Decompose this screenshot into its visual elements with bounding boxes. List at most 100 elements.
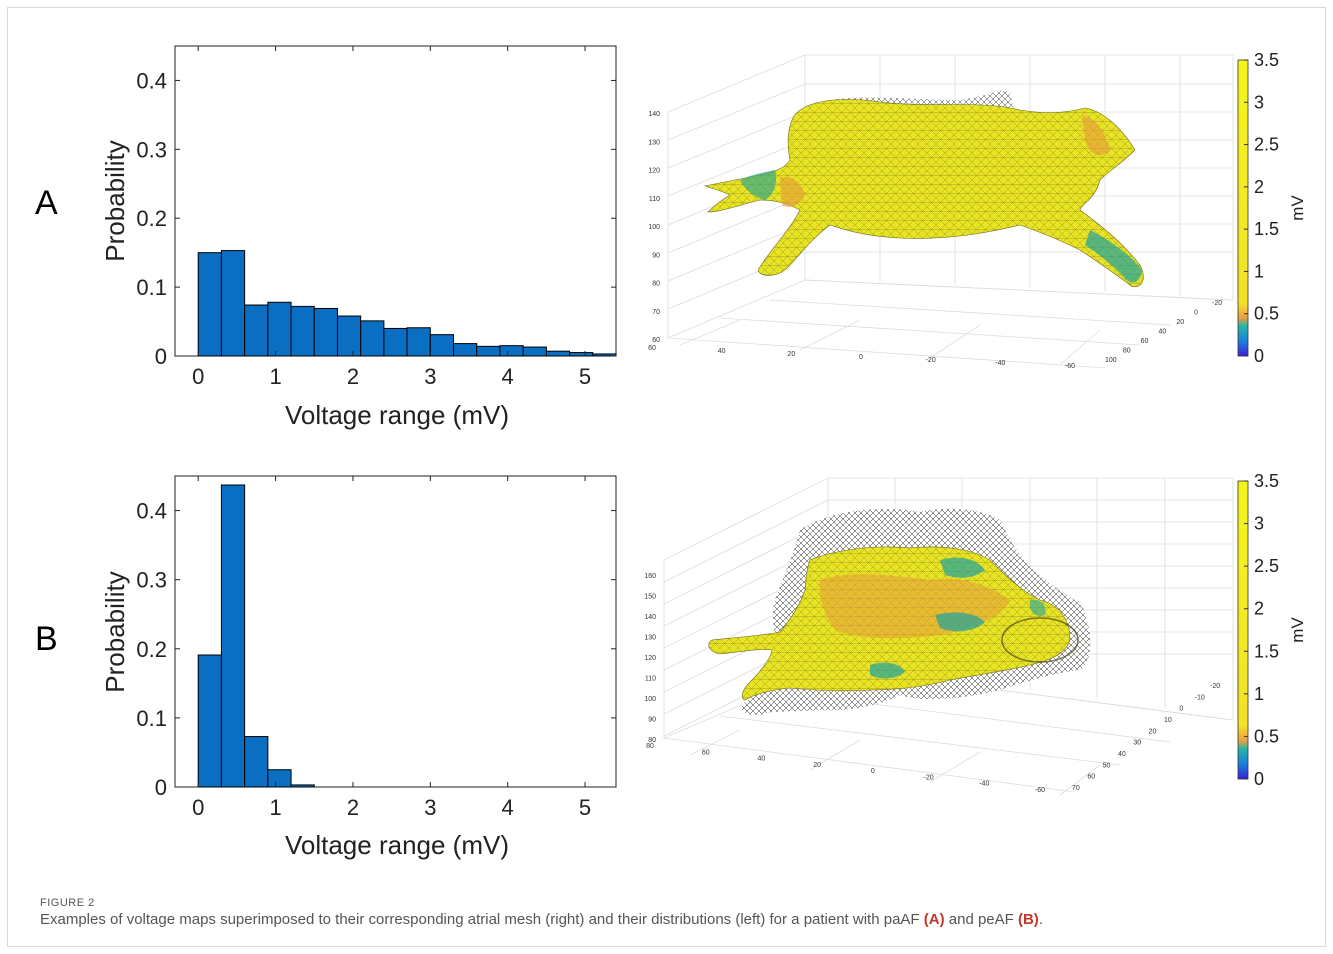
mesh-tick-label: 40 <box>1159 329 1167 336</box>
mesh-tick-label: 0 <box>1194 310 1198 317</box>
histogram-bar <box>244 736 269 788</box>
mesh-tick-label: -10 <box>1195 694 1205 701</box>
y-tick-label: 0.3 <box>136 568 167 593</box>
mesh-a-mid-voltage-region-2 <box>1082 115 1110 156</box>
mesh-tick-label: -20 <box>926 357 936 364</box>
mesh-tick-label: 150 <box>644 594 656 601</box>
figure-label: FIGURE 2 <box>40 897 95 909</box>
histogram-bar <box>383 327 408 357</box>
histogram-bar <box>545 350 571 357</box>
mesh-tick-label: 100 <box>648 224 660 231</box>
mesh-b-vein-ring <box>1001 617 1079 663</box>
mesh-tick-label: 100 <box>644 696 656 703</box>
colorbar-tick-label: 0.5 <box>1254 304 1279 324</box>
x-tick-label: 2 <box>347 364 359 389</box>
mesh-a-mid-voltage-region <box>780 177 805 207</box>
colorbar-a: 0 0.5 1 1.5 2 2.5 3 3.5 mV <box>1237 50 1307 366</box>
mesh-tick-label: 0 <box>871 768 875 775</box>
colorbar-tick-label: 1.5 <box>1254 641 1279 661</box>
colorbar-a-label: mV <box>1288 195 1307 221</box>
mesh-tick-label: 140 <box>644 614 656 621</box>
histogram-bar <box>313 307 338 357</box>
mesh-tick-label: -40 <box>979 781 989 788</box>
mesh-b-low-voltage-region-3 <box>870 662 905 679</box>
mesh-tick-label: -60 <box>1065 363 1075 370</box>
panel-letter-b: B <box>35 620 58 658</box>
mesh-tick-label: 90 <box>648 717 656 724</box>
colorbar-b-bar <box>1237 480 1249 780</box>
mesh-tick-label: 20 <box>787 351 795 358</box>
mesh-tick-label: 80 <box>648 737 656 744</box>
caption-ref-b: (B) <box>1017 911 1039 928</box>
panel-letter-a: A <box>35 184 58 222</box>
histogram-bar <box>290 305 315 357</box>
mesh-tick-label: -20 <box>1212 300 1222 307</box>
y-tick-label: 0.1 <box>136 706 167 731</box>
mesh-tick-label: 70 <box>1072 785 1080 792</box>
mesh-a-low-voltage-region <box>1085 230 1142 283</box>
mesh-tick-label: 60 <box>1087 774 1095 781</box>
mesh-tick-label: 0 <box>859 354 863 361</box>
colorbar-tick-label: 0.5 <box>1254 726 1279 746</box>
histogram-b: 0 1 2 3 4 5 0 0.1 0.2 0.3 0.4 <box>136 475 617 820</box>
figure-frame <box>7 7 1326 947</box>
caption-main: Examples of voltage maps superimposed to… <box>40 911 924 928</box>
colorbar-tick-label: 2.5 <box>1254 135 1279 155</box>
colorbar-tick-label: 3 <box>1254 514 1264 534</box>
caption-ref-a: (A) <box>923 911 945 928</box>
mesh-tick-label: -40 <box>995 360 1005 367</box>
histogram-bar <box>499 345 524 357</box>
x-tick-label: 1 <box>269 364 281 389</box>
histogram-bar <box>267 769 292 788</box>
x-tick-label: 3 <box>424 795 436 820</box>
caption-mid: and peAF <box>944 911 1018 928</box>
colorbar-tick-label: 3 <box>1254 92 1264 112</box>
mesh-tick-label: 30 <box>1133 740 1141 747</box>
mesh-tick-label: 40 <box>758 756 766 763</box>
y-tick-label: 0.1 <box>136 275 167 300</box>
mesh-tick-label: 20 <box>1149 728 1157 735</box>
histogram-bar <box>522 346 547 357</box>
colorbar-tick-label: 1.5 <box>1254 219 1279 239</box>
colorbar-tick-label: 2 <box>1254 177 1264 197</box>
y-tick-label: 0.2 <box>136 637 167 662</box>
colorbar-tick-label: 3.5 <box>1254 471 1279 491</box>
mesh-tick-label: 110 <box>649 196 660 203</box>
mesh-tick-label: 130 <box>644 635 656 642</box>
histogram-a-ylabel: Probability <box>100 140 130 261</box>
histogram-axes-box <box>174 475 617 788</box>
mesh-tick-label: -20 <box>924 774 934 781</box>
mesh-b-low-voltage-region-2 <box>935 612 985 632</box>
histogram-bar <box>336 315 362 357</box>
colorbar-tick-label: 1 <box>1254 684 1264 704</box>
x-tick-label: 0 <box>192 364 204 389</box>
histogram-b-xlabel: Voltage range (mV) <box>285 830 509 860</box>
y-tick-label: 0.4 <box>136 499 167 524</box>
y-tick-label: 0.2 <box>136 206 167 231</box>
mesh-tick-label: 60 <box>652 337 660 344</box>
x-tick-label: 4 <box>502 795 514 820</box>
histogram-bar <box>244 304 269 357</box>
y-tick-label: 0.4 <box>136 68 167 93</box>
mesh-tick-label: 120 <box>644 655 656 662</box>
y-tick-label: 0 <box>155 344 167 369</box>
histogram-bar <box>453 343 478 357</box>
y-tick-label: 0.3 <box>136 137 167 162</box>
x-tick-label: 5 <box>579 364 591 389</box>
histogram-bar <box>429 334 455 357</box>
mesh-tick-label: 60 <box>702 749 710 756</box>
x-tick-label: 4 <box>502 364 514 389</box>
histogram-bar <box>476 345 501 357</box>
mesh-tick-label: 20 <box>1176 319 1184 326</box>
mesh-tick-label: 80 <box>646 743 654 750</box>
mesh-b-low-voltage-region <box>940 557 985 578</box>
mesh-tick-label: 20 <box>813 762 821 769</box>
mesh-tick-label: 120 <box>648 168 660 175</box>
mesh-tick-label: -60 <box>1035 787 1045 794</box>
x-tick-label: 1 <box>269 795 281 820</box>
histogram-bar <box>220 484 246 788</box>
x-tick-label: 5 <box>579 795 591 820</box>
mesh-b-low-voltage-region-4 <box>1029 599 1046 616</box>
histogram-bar <box>592 353 617 357</box>
